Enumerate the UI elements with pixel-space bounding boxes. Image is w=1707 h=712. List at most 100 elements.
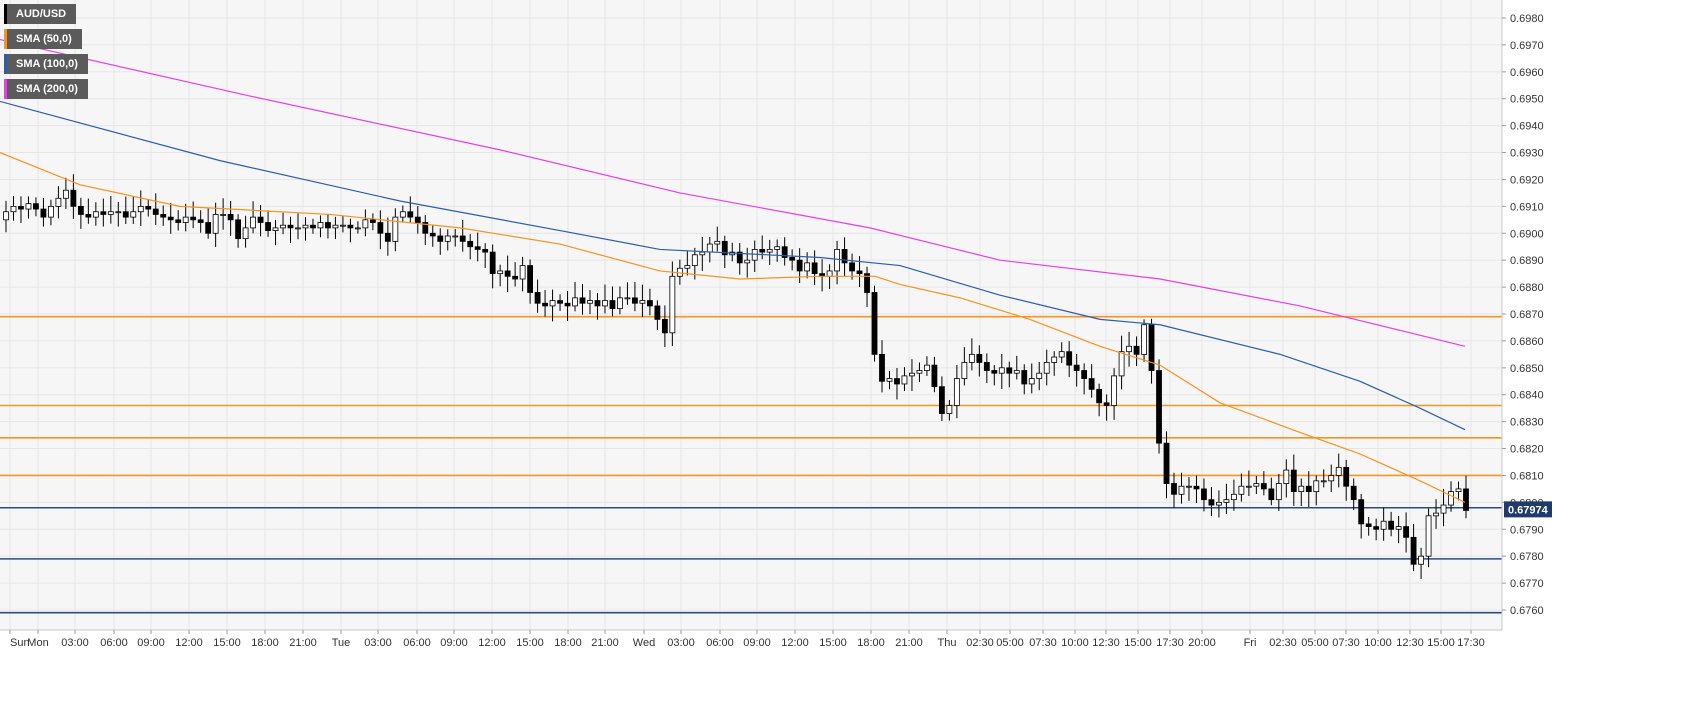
candle-bearish[interactable]	[759, 249, 766, 253]
candle-bearish[interactable]	[482, 249, 489, 253]
candle-bearish[interactable]	[527, 265, 534, 293]
candle-bullish[interactable]	[602, 300, 608, 307]
candle-bullish[interactable]	[519, 265, 526, 280]
candle-bearish[interactable]	[789, 257, 796, 261]
candle-bullish[interactable]	[968, 353, 975, 363]
candle-bearish[interactable]	[489, 251, 496, 275]
candle-bearish[interactable]	[632, 297, 638, 304]
candle-bullish[interactable]	[3, 211, 9, 221]
candle-bullish[interactable]	[1238, 485, 1245, 495]
candle-bullish[interactable]	[107, 211, 114, 215]
candle-bullish[interactable]	[1186, 485, 1192, 488]
candle-bearish[interactable]	[407, 211, 414, 218]
candle-bullish[interactable]	[55, 197, 62, 207]
candle-bullish[interactable]	[1433, 512, 1439, 517]
candle-bearish[interactable]	[1305, 485, 1312, 492]
candle-bearish[interactable]	[1201, 488, 1207, 501]
candle-bearish[interactable]	[197, 219, 204, 223]
candle-bullish[interactable]	[1335, 466, 1342, 476]
candle-bullish[interactable]	[1298, 485, 1305, 492]
candle-bearish[interactable]	[534, 292, 541, 304]
candle-bearish[interactable]	[1148, 324, 1155, 371]
candle-bullish[interactable]	[1051, 356, 1058, 363]
candle-bullish[interactable]	[1111, 375, 1118, 406]
candle-bullish[interactable]	[1245, 485, 1252, 488]
candle-bearish[interactable]	[167, 216, 174, 221]
candle-bullish[interactable]	[354, 227, 361, 230]
legend-item-sma200[interactable]: SMA (200,0)	[4, 79, 88, 99]
sma-200-line[interactable]	[0, 38, 1466, 347]
candle-bullish[interactable]	[1448, 491, 1454, 506]
candle-bullish[interactable]	[497, 270, 504, 275]
candle-bearish[interactable]	[1066, 351, 1073, 366]
candle-bullish[interactable]	[834, 249, 840, 272]
candle-bullish[interactable]	[1058, 351, 1065, 358]
candle-bullish[interactable]	[1126, 345, 1132, 353]
candle-bearish[interactable]	[145, 205, 152, 210]
candle-bearish[interactable]	[429, 232, 436, 237]
candle-bullish[interactable]	[901, 375, 908, 385]
candle-bullish[interactable]	[1223, 499, 1230, 503]
candle-bullish[interactable]	[1141, 324, 1147, 355]
candle-bearish[interactable]	[991, 370, 998, 374]
candle-bullish[interactable]	[212, 214, 219, 234]
candle-bearish[interactable]	[175, 219, 182, 223]
candle-bearish[interactable]	[1088, 378, 1095, 390]
candle-bullish[interactable]	[639, 300, 646, 304]
candle-bearish[interactable]	[1021, 370, 1028, 385]
candle-bearish[interactable]	[205, 222, 212, 234]
candle-bullish[interactable]	[946, 405, 953, 414]
candle-bearish[interactable]	[1006, 367, 1013, 374]
candle-bearish[interactable]	[85, 214, 92, 218]
candle-bullish[interactable]	[1320, 480, 1327, 483]
candle-bearish[interactable]	[369, 219, 376, 223]
candle-bearish[interactable]	[467, 240, 474, 248]
candle-bearish[interactable]	[1171, 483, 1177, 495]
candle-bullish[interactable]	[302, 224, 309, 229]
candle-bearish[interactable]	[542, 302, 548, 307]
candle-bearish[interactable]	[190, 216, 197, 221]
candle-bearish[interactable]	[736, 251, 743, 264]
candle-bearish[interactable]	[33, 203, 39, 210]
candle-bullish[interactable]	[1118, 351, 1125, 377]
candle-bullish[interactable]	[130, 211, 137, 218]
candle-bullish[interactable]	[1013, 370, 1020, 374]
candle-bearish[interactable]	[422, 222, 429, 234]
candle-bullish[interactable]	[998, 367, 1005, 374]
candle-bullish[interactable]	[1036, 372, 1043, 379]
candle-bullish[interactable]	[115, 211, 122, 214]
candle-bullish[interactable]	[1328, 475, 1335, 482]
candle-bullish[interactable]	[452, 235, 459, 238]
candle-bearish[interactable]	[579, 297, 586, 304]
candle-bearish[interactable]	[609, 300, 616, 310]
candle-bearish[interactable]	[77, 205, 84, 215]
candle-bearish[interactable]	[646, 300, 653, 307]
candle-bearish[interactable]	[1365, 523, 1372, 527]
candle-bullish[interactable]	[10, 205, 17, 213]
candle-bullish[interactable]	[744, 259, 751, 264]
candle-bullish[interactable]	[220, 214, 227, 216]
candle-bearish[interactable]	[841, 249, 848, 264]
candle-bullish[interactable]	[62, 189, 69, 199]
candle-bearish[interactable]	[437, 235, 444, 242]
candle-bullish[interactable]	[182, 216, 189, 223]
candle-bearish[interactable]	[1463, 488, 1469, 511]
candle-bearish[interactable]	[235, 219, 242, 240]
candle-bullish[interactable]	[1425, 515, 1432, 557]
candle-bearish[interactable]	[347, 224, 354, 229]
candle-bullish[interactable]	[1253, 483, 1260, 487]
candle-bearish[interactable]	[1403, 526, 1410, 538]
candle-bearish[interactable]	[1081, 370, 1088, 379]
candle-bullish[interactable]	[295, 227, 301, 230]
candle-bullish[interactable]	[572, 297, 578, 307]
candle-bullish[interactable]	[362, 219, 369, 229]
candle-bearish[interactable]	[474, 246, 481, 250]
candle-bearish[interactable]	[122, 211, 129, 218]
candle-bearish[interactable]	[983, 362, 990, 371]
candle-bearish[interactable]	[864, 273, 870, 293]
candle-bearish[interactable]	[287, 224, 294, 229]
candle-bullish[interactable]	[1395, 526, 1402, 530]
sma-50-line[interactable]	[0, 151, 1466, 503]
candle-bearish[interactable]	[504, 270, 511, 277]
